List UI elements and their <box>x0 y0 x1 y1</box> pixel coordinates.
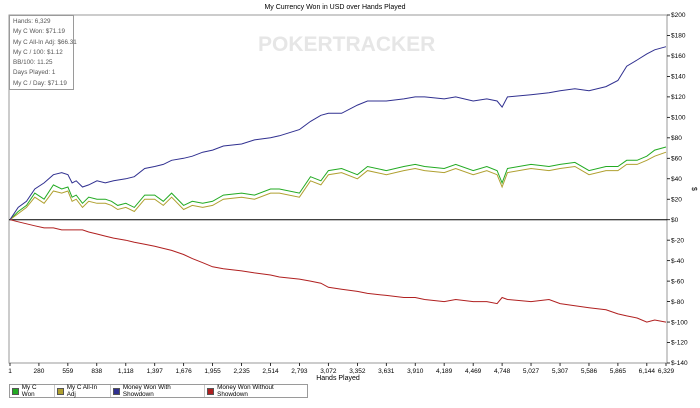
x-tick-label: 1,676 <box>176 368 193 375</box>
y-axis: $-140 $-120 $-100 $-80 $-60 $-40 $-20 $0 $20 $40 $… <box>667 12 688 367</box>
x-tick-label: 3,352 <box>349 368 366 375</box>
y-tick-label: $-60 <box>671 278 684 285</box>
legend-swatch <box>12 387 19 395</box>
x-tick-label: 5,027 <box>523 368 540 375</box>
y-tick-label: $-20 <box>671 237 684 244</box>
x-tick-label: 4,189 <box>436 368 453 375</box>
legend-item-won[interactable]: My C Won <box>10 384 55 398</box>
y-tick-label: $-120 <box>671 340 688 347</box>
x-tick-label: 1,118 <box>118 368 134 375</box>
y-tick-label: $-40 <box>671 258 684 265</box>
stat-hands: Hands: 6,329 <box>13 18 51 25</box>
x-tick-label: 5,307 <box>552 368 569 375</box>
series-layer <box>9 46 667 323</box>
x-tick-label: 4,748 <box>494 368 511 375</box>
x-tick-label: 1,955 <box>204 368 221 375</box>
chart-title: My Currency Won in USD over Hands Played <box>264 4 405 11</box>
x-axis-label: Hands Played <box>316 375 360 382</box>
y-tick-label: $160 <box>671 53 686 60</box>
y-tick-label: $20 <box>671 196 682 203</box>
legend-swatch <box>56 387 64 395</box>
x-axis: 1 280 559 838 1,118 1,397 1,676 1,955 2,235 2,514… <box>8 363 675 375</box>
stat-per-100: My C / 100: $1.12 <box>13 48 63 56</box>
watermark-logo: POKERTRACKER <box>258 33 436 56</box>
x-tick-label: 2,235 <box>233 368 250 375</box>
series-line-1 <box>9 151 667 221</box>
y-tick-label: $40 <box>671 176 682 183</box>
x-tick-label: 2,514 <box>262 368 279 375</box>
x-tick-label: 838 <box>91 368 102 375</box>
stat-bb-100: BB/100: 11.25 <box>13 59 53 67</box>
legend-label: Money Won With Showdown <box>122 384 171 398</box>
legend-item-allin-adj[interactable]: My C All-In Adj <box>55 384 112 398</box>
x-tick-label: 280 <box>33 368 44 375</box>
x-tick-label: 1 <box>8 368 12 375</box>
x-tick-label: 3,631 <box>378 368 395 375</box>
x-tick-label: 6,144 <box>639 368 656 375</box>
stat-days: Days Played: 1 <box>13 69 56 77</box>
legend-swatch <box>207 387 215 395</box>
legend: My C Won My C All-In Adj Money Won With … <box>9 384 308 398</box>
plot-area <box>8 14 668 364</box>
y-tick-label: $180 <box>671 33 686 40</box>
x-tick-label: 5,586 <box>581 368 598 375</box>
series-line-2 <box>9 46 667 220</box>
x-tick-label: 6,329 <box>658 368 675 375</box>
y-tick-label: $-100 <box>671 319 688 326</box>
y-tick-label: $0 <box>671 217 679 224</box>
stats-box: Hands: 6,329 My C Won: $71.19 My C All-I… <box>9 15 77 90</box>
y-tick-label: $120 <box>671 94 686 101</box>
y-tick-label: $140 <box>671 74 686 81</box>
x-tick-label: 2,793 <box>291 368 308 375</box>
stat-won: My C Won: $71.19 <box>13 28 66 36</box>
series-line-3 <box>9 219 667 323</box>
legend-label: My C Won <box>21 384 37 398</box>
y-tick-label: $200 <box>671 12 686 19</box>
y-axis-label: $ <box>690 187 697 191</box>
x-tick-label: 1,397 <box>147 368 164 375</box>
y-tick-label: $80 <box>671 135 682 142</box>
x-tick-label: 3,072 <box>320 368 337 375</box>
x-tick-label: 5,865 <box>610 368 627 375</box>
legend-swatch <box>113 387 120 395</box>
stat-allin-adj: My C All-In Adj: $66.31 <box>13 38 77 46</box>
series-line-0 <box>9 146 667 221</box>
legend-label: Money Won Without Showdown <box>217 384 274 398</box>
legend-label: My C All-In Adj <box>66 384 98 398</box>
y-tick-label: $-80 <box>671 299 684 306</box>
x-tick-label: 3,910 <box>407 368 424 375</box>
legend-item-without-showdown[interactable]: Money Won Without Showdown <box>205 384 307 398</box>
x-tick-label: 559 <box>62 368 73 375</box>
stat-per-day: My C / Day: $71.19 <box>13 79 67 87</box>
y-tick-label: $100 <box>671 115 686 122</box>
x-tick-label: 4,469 <box>465 368 482 375</box>
legend-item-with-showdown[interactable]: Money Won With Showdown <box>111 384 206 398</box>
y-tick-label: $60 <box>671 155 682 162</box>
y-tick-label: $-140 <box>671 360 688 367</box>
